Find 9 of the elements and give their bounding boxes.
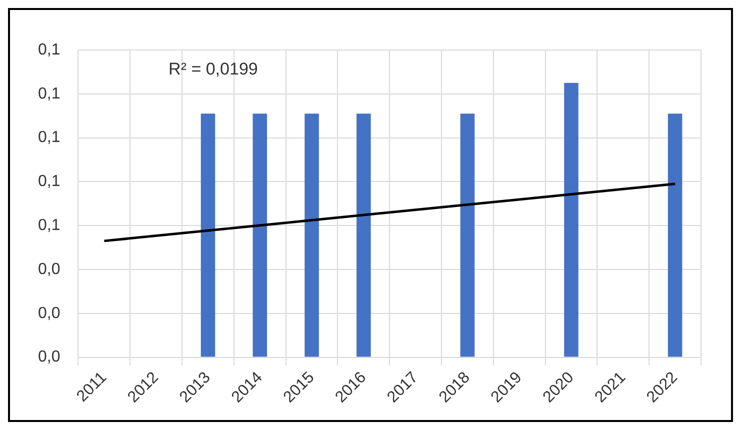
y-tick-label: 0,0 xyxy=(38,260,60,278)
y-tick-label: 0,1 xyxy=(38,41,60,58)
y-tick-label: 0,1 xyxy=(38,85,60,102)
annotation: R² = 0,0199 xyxy=(168,60,258,79)
y-tick-label: 0,0 xyxy=(38,348,60,366)
y-tick-label: 0,1 xyxy=(38,129,60,146)
y-tick-label: 0,1 xyxy=(38,216,60,234)
y-tick-label: 0,0 xyxy=(38,304,60,322)
y-tick-label: 0,1 xyxy=(38,173,60,190)
